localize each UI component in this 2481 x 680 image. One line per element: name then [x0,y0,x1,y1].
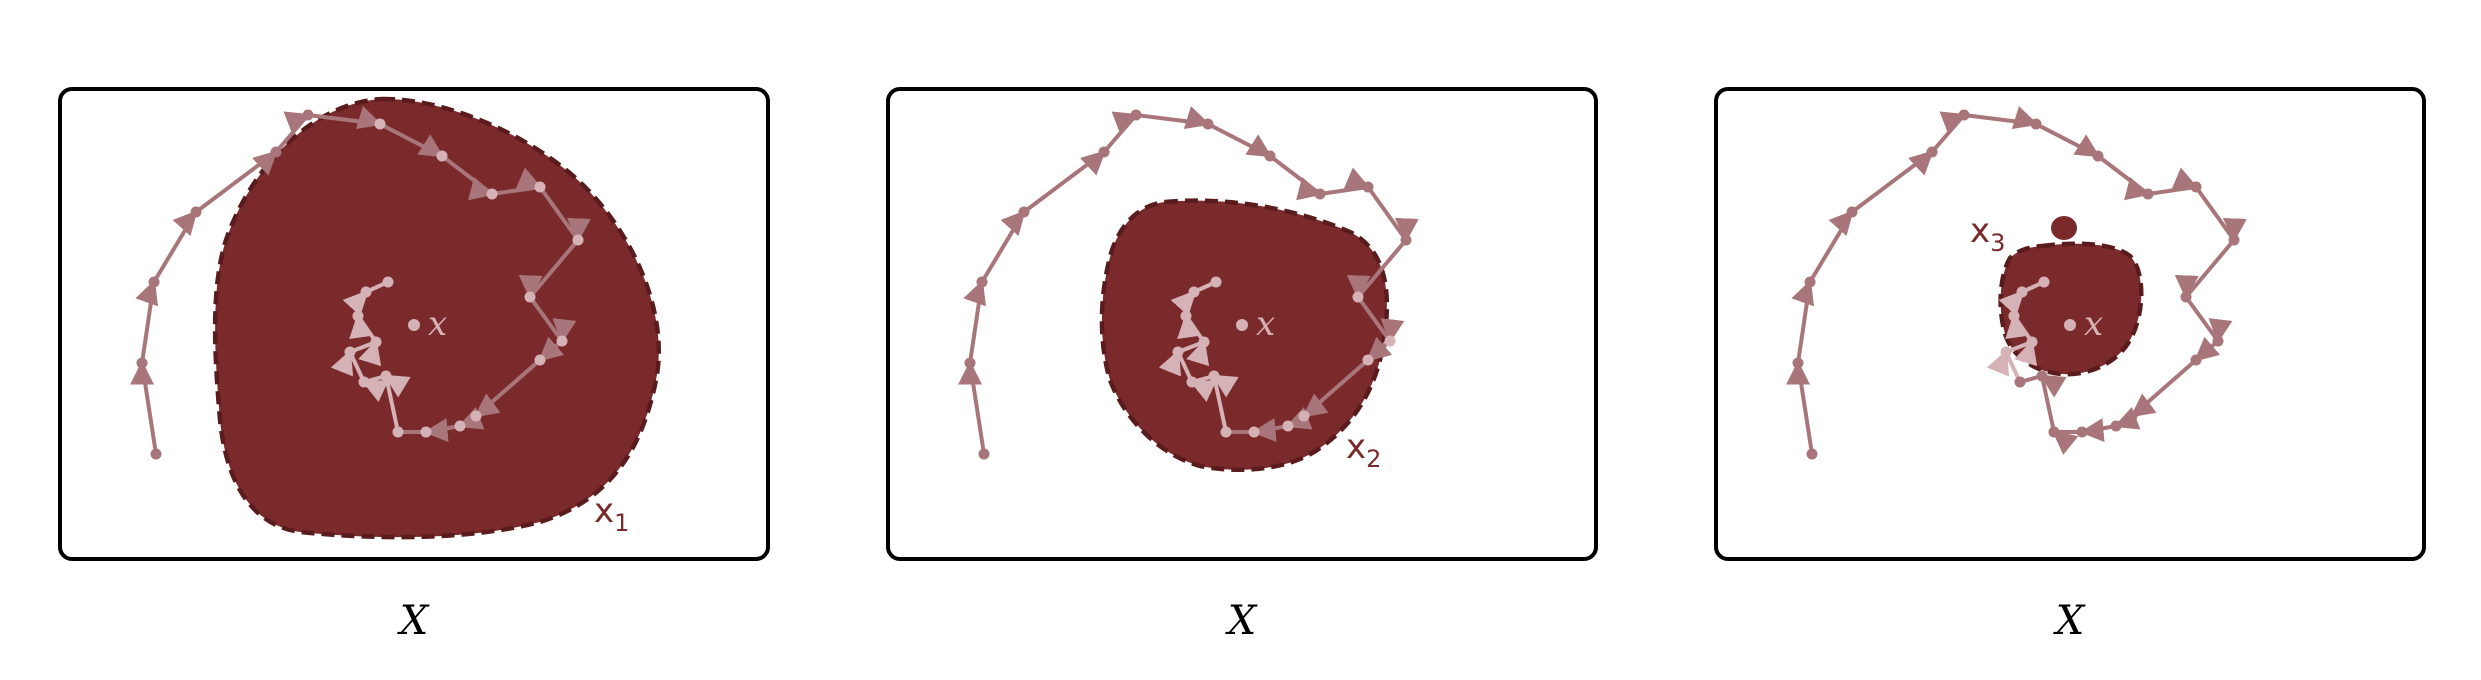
panel-3-outer-points [1792,109,2240,460]
panel-2-frame [886,87,1598,561]
panel-3: x x3 X [1714,87,2426,644]
panel-3-inner-points [2000,276,2076,358]
panel-3-point-label: x [2084,304,2103,344]
panel-1-set-label: x1 [594,491,629,537]
panel-3-outer-trajectory [1786,106,2247,456]
panel-1-point-label: x [428,304,447,344]
panel-2-set-label: x2 [1346,427,1381,473]
panel-3-region-island [2051,216,2077,240]
panel-1: x x1 X [58,87,770,644]
panel-1-inner-points [344,118,584,438]
panel-1-outer-points [136,109,314,460]
panel-3-space-label: X [2053,598,2086,644]
panel-2: x x2 X [886,87,1598,644]
panel-1-frame [58,87,770,561]
panel-3-region-main [1998,241,2144,377]
panel-3-center-point [2064,319,2076,331]
panel-1-center-point [408,319,420,331]
panel-2-inner-points [1172,276,1396,438]
panel-2-space-label: X [1225,598,1258,644]
panel-2-center-point [1236,319,1248,331]
panel-3-set-label: x3 [1970,211,2005,257]
panel-2-point-label: x [1256,304,1275,344]
panel-2-outer-points [964,109,1412,460]
panel-2-region [1099,198,1390,473]
panel-1-space-label: X [397,598,430,644]
panel-3-frame [1714,87,2426,561]
